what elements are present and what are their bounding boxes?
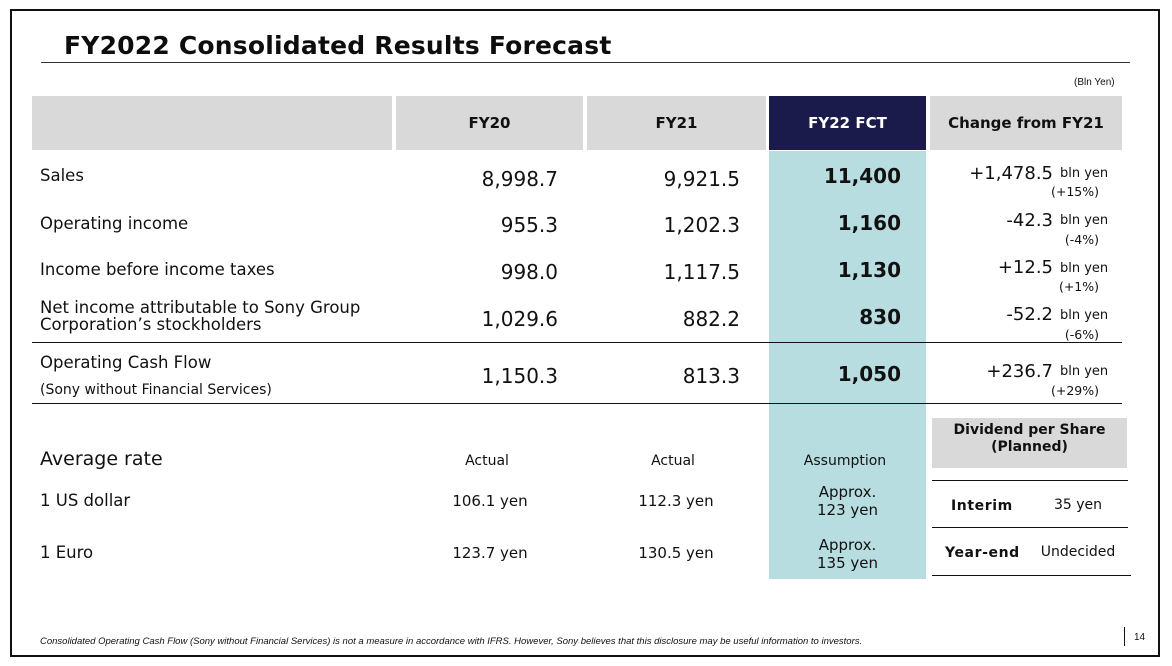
dividend-yearend-label: Year-end — [945, 545, 1020, 561]
income-before-taxes-fy22: 1,130 — [837, 258, 901, 282]
eur-fy20: 123.7 yen — [452, 544, 528, 562]
rate-label-usd: 1 US dollar — [40, 491, 131, 510]
average-rate-heading: Average rate — [40, 448, 163, 470]
eur-fy22-line1: Approx. — [818, 536, 877, 554]
sales-change-pct: (+15%) — [1050, 184, 1099, 199]
dividend-interim-label: Interim — [951, 498, 1013, 514]
usd-fy20: 106.1 yen — [452, 492, 528, 510]
income-before-taxes-change-pct: (+1%) — [1058, 279, 1099, 294]
fy22-highlight-column — [769, 151, 926, 579]
dividend-heading: Dividend per Share (Planned) — [932, 418, 1127, 468]
net-income-fy21: 882.2 — [682, 307, 740, 331]
dividend-rule-bottom — [932, 575, 1131, 576]
usd-fy21: 112.3 yen — [638, 492, 714, 510]
page-number-bar — [1124, 627, 1125, 646]
operating-income-fy22: 1,160 — [837, 211, 901, 235]
header-fy20: FY20 — [396, 96, 583, 150]
ocf-fy20: 1,150.3 — [481, 364, 558, 388]
eur-fy21: 130.5 yen — [638, 544, 714, 562]
row-label-operating-income: Operating income — [40, 214, 189, 233]
row-label-operating-cash-flow: Operating Cash Flow — [40, 353, 212, 372]
header-blank-cell — [32, 96, 392, 150]
row-label-sales: Sales — [40, 166, 84, 185]
ocf-fy22: 1,050 — [837, 362, 901, 386]
income-before-taxes-fy20: 998.0 — [500, 260, 558, 284]
sales-change: +1,478.5 — [969, 163, 1053, 184]
operating-income-change: -42.3 — [1006, 210, 1053, 231]
header-change: Change from FY21 — [930, 96, 1122, 150]
net-income-label-line1: Net income attributable to Sony Group — [40, 298, 361, 317]
income-before-taxes-change: +12.5 — [997, 257, 1053, 278]
rate-label-eur: 1 Euro — [40, 543, 94, 562]
sales-fy20: 8,998.7 — [481, 167, 558, 191]
sales-change-unit: bln yen — [1060, 166, 1109, 181]
eur-fy22-line2: 135 yen — [816, 554, 878, 572]
net-income-fy20: 1,029.6 — [481, 307, 558, 331]
dividend-heading-line1: Dividend per Share — [953, 422, 1106, 438]
page-title: FY2022 Consolidated Results Forecast — [64, 31, 612, 60]
sales-fy21: 9,921.5 — [663, 167, 740, 191]
eur-fy22: Approx. 135 yen — [769, 536, 926, 572]
footnote: Consolidated Operating Cash Flow (Sony w… — [40, 636, 863, 647]
ocf-change-unit: bln yen — [1060, 364, 1109, 379]
operating-income-change-unit: bln yen — [1060, 213, 1109, 228]
sales-fy22: 11,400 — [823, 164, 901, 188]
dividend-yearend-value: Undecided — [1040, 544, 1116, 560]
row-sublabel-operating-cash-flow: (Sony without Financial Services) — [40, 382, 272, 398]
rate-fy22-head: Assumption — [803, 453, 887, 469]
dividend-heading-line2: (Planned) — [991, 439, 1068, 455]
ocf-fy21: 813.3 — [682, 364, 740, 388]
net-income-change-pct: (-6%) — [1064, 327, 1099, 342]
title-underline — [41, 62, 1130, 63]
usd-fy22: Approx. 123 yen — [769, 483, 926, 519]
net-income-change-unit: bln yen — [1060, 308, 1109, 323]
row-label-income-before-taxes: Income before income taxes — [40, 260, 275, 279]
usd-fy22-line2: 123 yen — [816, 501, 878, 519]
header-fy22-fct: FY22 FCT — [769, 96, 926, 150]
dividend-rule-mid — [932, 527, 1128, 528]
row-separator — [32, 342, 1122, 343]
operating-income-change-pct: (-4%) — [1064, 232, 1099, 247]
dividend-rule-top — [932, 480, 1128, 481]
row-label-net-income: Net income attributable to Sony Group Co… — [40, 299, 360, 333]
operating-income-fy21: 1,202.3 — [663, 213, 740, 237]
income-before-taxes-fy21: 1,117.5 — [663, 260, 740, 284]
ocf-change-pct: (+29%) — [1050, 383, 1099, 398]
income-before-taxes-change-unit: bln yen — [1060, 261, 1109, 276]
header-fy21: FY21 — [587, 96, 766, 150]
operating-income-fy20: 955.3 — [500, 213, 558, 237]
rate-fy21-head: Actual — [651, 453, 695, 469]
page-number: 14 — [1134, 632, 1146, 643]
table-bottom-rule — [32, 403, 1122, 404]
net-income-change: -52.2 — [1006, 304, 1053, 325]
net-income-label-line2: Corporation’s stockholders — [40, 315, 262, 334]
net-income-fy22: 830 — [859, 305, 901, 329]
unit-note: (Bln Yen) — [1074, 77, 1115, 88]
ocf-change: +236.7 — [986, 361, 1053, 382]
rate-fy20-head: Actual — [465, 453, 509, 469]
usd-fy22-line1: Approx. — [818, 483, 877, 501]
dividend-interim-value: 35 yen — [1053, 497, 1103, 513]
